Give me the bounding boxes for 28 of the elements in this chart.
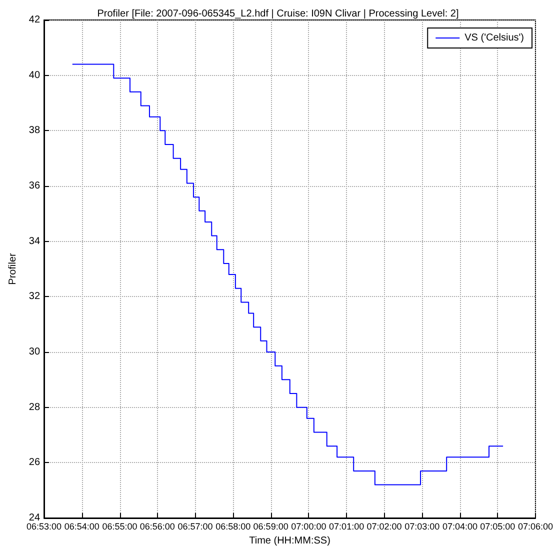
x-tick-label: 07:00:00 xyxy=(291,522,326,532)
legend-label: VS ('Celsius') xyxy=(464,32,524,44)
x-tick-label: 07:03:00 xyxy=(404,522,440,532)
x-tick-label: 06:56:00 xyxy=(140,522,175,532)
y-tick-label: 38 xyxy=(28,125,40,136)
x-tick-label: 06:58:00 xyxy=(216,522,251,532)
y-tick-label: 32 xyxy=(28,291,40,302)
chart-title: Profiler [File: 2007-096-065345_L2.hdf | Cruise: I09N Clivar | Processing Level: 2] xyxy=(97,8,459,20)
y-axis-title: Profiler xyxy=(8,252,18,285)
x-tick-label: 07:04:00 xyxy=(442,522,478,532)
x-tick-label: 06:55:00 xyxy=(102,522,138,532)
x-tick-label: 06:57:00 xyxy=(178,522,213,532)
y-tick-label: 24 xyxy=(28,512,40,524)
y-tick-label: 26 xyxy=(28,457,40,468)
y-tick-label: 40 xyxy=(28,70,40,81)
y-tick-label: 34 xyxy=(28,236,40,247)
x-tick-label: 06:53:00 xyxy=(26,522,62,532)
x-tick-label: 07:05:00 xyxy=(480,522,516,532)
x-tick-label: 07:06:00 xyxy=(518,522,554,532)
x-tick-label: 06:54:00 xyxy=(64,522,100,532)
y-tick-label: 30 xyxy=(28,346,40,358)
x-axis-title: Time (HH:MM:SS) xyxy=(249,536,330,546)
x-tick-label: 06:59:00 xyxy=(253,522,288,532)
y-tick-label: 36 xyxy=(28,180,40,192)
x-tick-label: 07:01:00 xyxy=(329,522,364,532)
x-tick-label: 07:02:00 xyxy=(366,522,402,532)
y-tick-label: 42 xyxy=(28,14,40,26)
y-tick-label: 28 xyxy=(28,402,40,413)
